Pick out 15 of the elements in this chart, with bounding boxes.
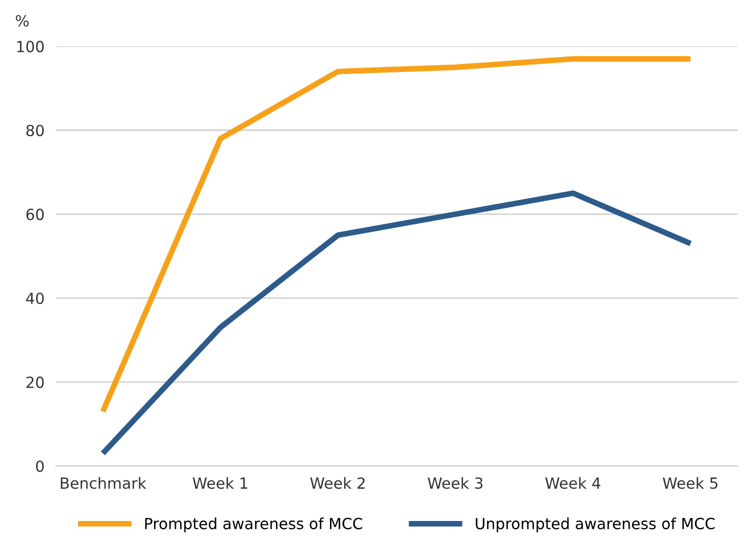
y-tick-label: 0	[36, 460, 44, 472]
y-tick-label: 100	[17, 40, 44, 52]
legend-label: Unprompted awareness of MCC	[476, 517, 715, 532]
y-axis-title: %	[16, 15, 29, 27]
x-tick-label: Week 1	[192, 477, 248, 489]
x-tick-label: Week 2	[310, 477, 365, 489]
x-tick-label: Benchmark	[60, 477, 146, 489]
x-tick-label: Week 3	[428, 477, 482, 489]
y-tick-label: 60	[26, 208, 44, 220]
x-tick-label: Week 5	[662, 477, 718, 489]
x-tick-label: Week 4	[545, 477, 600, 489]
y-tick-label: 20	[26, 376, 44, 388]
y-tick-label: 40	[26, 292, 44, 304]
legend-label: Prompted awareness of MCC	[145, 517, 362, 532]
y-tick-label: 80	[26, 124, 44, 136]
